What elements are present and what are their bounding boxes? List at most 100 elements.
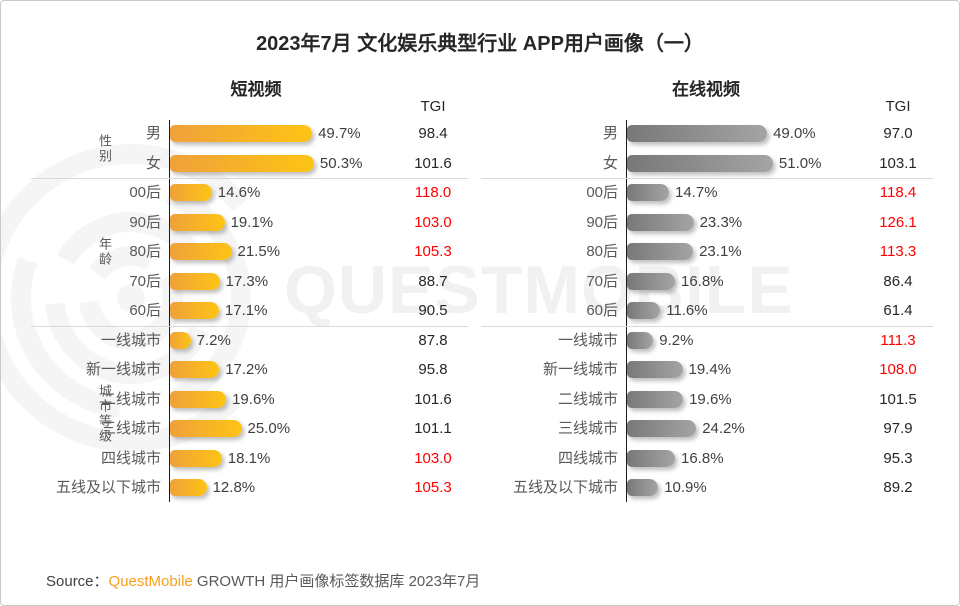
bar-row-一线城市: 一线城市 7.2% 87.8 [31,326,481,356]
group-label-城市等级: 城市等级 [97,384,112,444]
category-label: 四线城市 [100,449,161,467]
tgi-value: 108.0 [879,361,917,378]
category-label: 二线城市 [100,390,161,408]
percent-value: 24.2% [702,420,745,437]
tgi-value: 103.1 [879,154,917,172]
value-bar [627,154,773,172]
category-label: 一线城市 [557,331,618,349]
percent-value: 16.8% [681,449,724,467]
group-label-性别: 性别 [97,133,112,164]
percent-value: 19.6% [689,390,732,408]
bar-row-70后: 70后 16.8% 86.4 [481,267,931,297]
tgi-value: 101.6 [414,154,452,172]
tgi-value: 113.3 [879,243,917,260]
questmobile-text-watermark: QUESTMOBILE [284,252,794,328]
bar-row-00后: 00后 14.6% 118.0 [31,178,481,208]
value-bar [170,420,242,437]
tgi-value: 105.3 [414,479,452,496]
bar-row-男: 男 49.7% 98.4 [31,119,481,149]
percent-value: 16.8% [681,272,724,290]
category-label: 一线城市 [100,331,161,349]
bar-row-四线城市: 四线城市 16.8% 95.3 [481,444,931,474]
tgi-value: 101.6 [414,390,452,408]
category-label: 80后 [129,243,161,260]
value-bar [627,420,697,437]
value-bar [627,390,684,408]
percent-value: 23.1% [699,243,742,260]
value-bar [627,243,694,260]
category-label: 60后 [586,302,618,319]
category-label: 四线城市 [557,449,618,467]
tgi-value: 126.1 [879,213,917,231]
bar-row-女: 女 50.3% 101.6 [31,149,481,179]
bar-row-五线及以下城市: 五线及以下城市 10.9% 89.2 [481,473,931,503]
tgi-value: 97.9 [883,420,913,437]
tgi-value: 118.0 [414,184,452,201]
value-bar [170,184,212,201]
category-label: 90后 [129,213,161,231]
category-label: 女 [145,154,161,172]
percent-value: 10.9% [664,479,707,496]
source-rest: GROWTH 用户画像标签数据库 2023年7月 [192,573,481,590]
value-bar [170,361,220,378]
bar-row-新一线城市: 新一线城市 19.4% 108.0 [481,355,931,385]
percent-value: 21.5% [237,243,281,260]
category-label: 00后 [129,184,161,201]
value-bar [170,213,225,231]
group-separator [31,178,468,179]
value-bar [627,449,675,467]
bar-row-五线及以下城市: 五线及以下城市 12.8% 105.3 [31,473,481,503]
value-bar [627,361,683,378]
percent-value: 19.6% [232,390,275,408]
tgi-value: 86.4 [883,272,913,290]
bar-row-60后: 60后 17.1% 90.5 [31,296,481,326]
value-bar [627,272,675,290]
source-line: Source：QuestMobile GROWTH 用户画像标签数据库 2023… [46,570,480,591]
value-bar [627,125,768,142]
tgi-value: 101.5 [879,390,917,408]
bar-row-三线城市: 三线城市 25.0% 101.1 [31,414,481,444]
tgi-value: 97.0 [883,125,913,142]
bar-row-男: 男 49.0% 97.0 [481,119,931,149]
bar-row-三线城市: 三线城市 24.2% 97.9 [481,414,931,444]
bar-row-女: 女 51.0% 103.1 [481,149,931,179]
chart-短视频: 短视频 TGI 男 49.7% 98.4 女 50.3% 101.6 00后 14.6% 118.0… [31,71,481,516]
group-separator [31,325,468,327]
category-label: 80后 [586,243,618,260]
percent-value: 17.3% [225,272,269,290]
tgi-value: 87.8 [418,331,448,349]
percent-value: 50.3% [319,154,363,172]
bar-row-90后: 90后 23.3% 126.1 [481,208,931,238]
tgi-value: 101.1 [414,420,452,437]
category-label: 70后 [129,272,161,290]
value-bar [170,272,220,290]
tgi-column-header: TGI [420,98,446,115]
category-label: 90后 [586,213,618,231]
category-label: 三线城市 [557,420,618,437]
category-label: 60后 [129,302,161,319]
chart-在线视频: 在线视频 TGI 男 49.0% 97.0 女 51.0% 103.1 00后 14.7% 118.… [481,71,933,516]
percent-value: 49.0% [773,125,816,142]
value-bar [170,479,207,496]
tgi-value: 103.0 [414,449,452,467]
category-label: 新一线城市 [85,361,161,378]
group-separator [481,325,933,327]
category-label: 三线城市 [100,420,161,437]
bar-row-70后: 70后 17.3% 88.7 [31,267,481,297]
percent-value: 17.1% [224,302,268,319]
category-label: 00后 [586,184,618,201]
page-title: 2023年7月 文化娱乐典型行业 APP用户画像（一） [256,33,704,55]
category-label: 女 [602,154,618,172]
tgi-value: 111.3 [880,331,916,349]
chart-title: 在线视频 [672,80,740,99]
percent-value: 14.7% [675,184,718,201]
tgi-value: 103.0 [414,213,452,231]
percent-value: 12.8% [212,479,256,496]
value-bar [170,390,227,408]
percent-value: 17.2% [225,361,268,378]
category-label: 二线城市 [557,390,618,408]
category-label: 新一线城市 [542,361,618,378]
tgi-value: 95.8 [418,361,448,378]
tgi-value: 105.3 [414,243,452,260]
value-bar [627,331,654,349]
